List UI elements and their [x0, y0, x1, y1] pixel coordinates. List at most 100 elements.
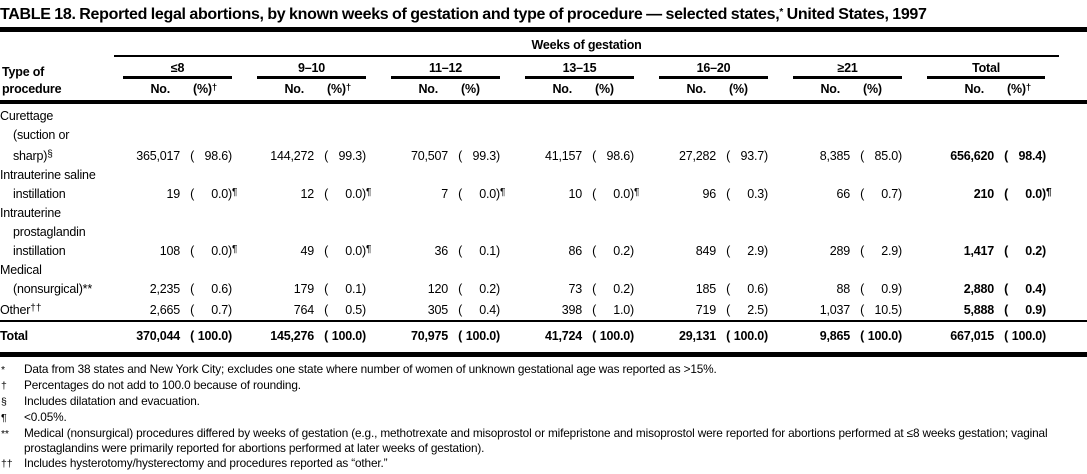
- no-cell: 66: [836, 187, 850, 201]
- paren: ): [496, 282, 500, 296]
- pct-wrap: (0.7): [182, 301, 232, 320]
- no-cell: 398: [561, 303, 582, 317]
- abortions-by-gestation-table: Weeks of gestation Type of ≤8 9–10 11–12…: [0, 34, 1087, 357]
- footnote-mark: ††: [1, 458, 13, 470]
- pct-wrap: (0.5): [316, 301, 366, 320]
- paren: ): [228, 282, 232, 296]
- pct-cell: (0.0)¶: [182, 204, 246, 261]
- no-header: No.: [782, 79, 852, 104]
- pct-cell: (100.0): [182, 320, 246, 357]
- no-cell: 1,037: [819, 303, 850, 317]
- paren: (: [592, 303, 597, 317]
- pct-header: (%): [450, 79, 514, 104]
- title-footnote-mark: *: [779, 7, 783, 18]
- col-group-13-15: 13–15: [514, 57, 648, 79]
- col-group-11-12: 11–12: [380, 57, 514, 79]
- paren: ): [898, 303, 902, 317]
- row-prostaglandin-instillation: Intrauterine prostaglandin instillation …: [0, 204, 1087, 261]
- pct-value: 0.0: [211, 187, 229, 201]
- paren: (: [592, 187, 597, 201]
- pct-value: 98.6: [606, 149, 631, 163]
- row-label: Total: [0, 320, 112, 357]
- pct-wrap: (0.2): [584, 242, 634, 261]
- pct-wrap: (93.7): [718, 147, 768, 166]
- pct-cell: (0.0)¶: [316, 166, 380, 204]
- paren: ): [228, 187, 232, 201]
- no-header: No.: [380, 79, 450, 104]
- no-cell: 764: [293, 303, 314, 317]
- pct-wrap: (0.6): [182, 280, 232, 299]
- paren: ): [764, 244, 768, 258]
- pct-wrap: (99.3): [450, 147, 500, 166]
- row-medical-nonsurgical: Medical (nonsurgical)** 2,235(0.6) 179(0…: [0, 261, 1087, 299]
- pct-cell: (0.7): [182, 299, 246, 321]
- footnotes: * Data from 38 states and New York City; …: [0, 357, 1087, 472]
- no-cell: 7: [441, 187, 448, 201]
- col-group-16-20: 16–20: [648, 57, 782, 79]
- paren: ): [362, 187, 366, 201]
- pct-cell: (0.0)¶: [584, 166, 648, 204]
- paren: (: [190, 244, 195, 258]
- pct-wrap: (0.9): [996, 301, 1046, 320]
- paren: ): [630, 282, 634, 296]
- col-group-13-15-label: 13–15: [525, 57, 634, 79]
- pct-wrap: (1.0): [584, 301, 634, 320]
- row-label: Intrauterine saline instillation: [0, 166, 112, 204]
- pct-wrap: (0.0): [996, 185, 1046, 204]
- label-line: instillation: [13, 187, 66, 201]
- table-header: Weeks of gestation Type of ≤8 9–10 11–12…: [0, 34, 1087, 104]
- pct-wrap: (0.6): [718, 280, 768, 299]
- pct-cell: (0.4): [450, 299, 514, 321]
- section-mark: §: [47, 149, 53, 160]
- pct-cell: (0.0)¶: [450, 166, 514, 204]
- no-cell: 70,507: [410, 149, 448, 163]
- paren: (: [190, 303, 195, 317]
- paren: ): [362, 303, 366, 317]
- paren: (: [592, 149, 597, 163]
- paren: (: [458, 329, 463, 343]
- label-line: sharp)§: [0, 145, 112, 166]
- pct-wrap: (0.3): [718, 185, 768, 204]
- label-line: Intrauterine: [0, 206, 61, 220]
- paren: ): [1042, 187, 1046, 201]
- paren: ): [764, 282, 768, 296]
- no-cell: 2,235: [149, 282, 180, 296]
- pct-cell: (10.5): [852, 299, 916, 321]
- no-cell-total: 2,880: [963, 282, 994, 296]
- pct-cell: (0.2): [584, 261, 648, 299]
- col-group-total-label: Total: [927, 57, 1046, 79]
- paren: ): [764, 329, 768, 343]
- label-line: Total: [0, 329, 28, 343]
- no-cell: 120: [427, 282, 448, 296]
- no-cell-total: 1,417: [963, 244, 994, 258]
- pct-cell: (93.7): [718, 102, 782, 166]
- pct-value: 99.3: [338, 149, 363, 163]
- pct-wrap: (85.0): [852, 147, 902, 166]
- pct-cell: (0.3): [718, 166, 782, 204]
- row-label: Medical (nonsurgical)**: [0, 261, 112, 299]
- group-label-row: Type of ≤8 9–10 11–12 13–15 16–20 ≥21 To…: [0, 57, 1087, 79]
- no-cell: 144,272: [270, 149, 314, 163]
- no-cell: 145,276: [246, 320, 316, 357]
- pct-value: 0.6: [747, 282, 765, 296]
- footnote-asterisk: * Data from 38 states and New York City; …: [0, 362, 1087, 378]
- pct-cell-total: (0.9): [996, 299, 1087, 321]
- no-cell-total: 5,888: [963, 303, 994, 317]
- paren: ): [496, 187, 500, 201]
- paren: (: [324, 282, 329, 296]
- weeks-of-gestation-spanner: Weeks of gestation: [114, 34, 1060, 57]
- title-divider-rule: [0, 27, 1087, 32]
- no-cell: 19: [166, 187, 180, 201]
- pct-value: 0.9: [1025, 303, 1043, 317]
- paren: (: [860, 244, 865, 258]
- paren: (: [726, 303, 731, 317]
- pct-cell: (0.9): [852, 261, 916, 299]
- pct-wrap: (2.5): [718, 301, 768, 320]
- pct-value: 85.0: [874, 149, 899, 163]
- pct-value: 0.0: [1025, 187, 1043, 201]
- pct-value: 0.2: [479, 282, 497, 296]
- paren: ): [764, 187, 768, 201]
- pct-value: 100.0: [197, 329, 229, 343]
- no-cell: 305: [427, 303, 448, 317]
- no-header: No.: [112, 79, 182, 104]
